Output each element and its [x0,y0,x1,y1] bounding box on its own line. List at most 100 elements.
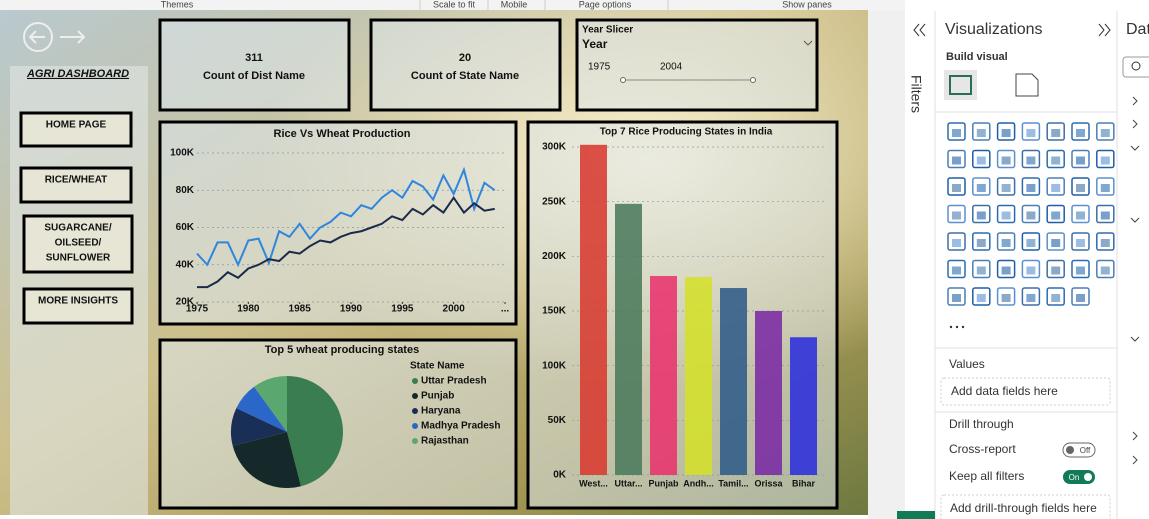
visual-icon[interactable] [972,287,991,306]
nav-button[interactable] [22,214,134,274]
visual-icon-fill [1001,184,1011,192]
slicer-end[interactable]: 2004 [660,62,683,73]
nav-button[interactable] [22,287,134,325]
visual-icon[interactable] [972,232,991,251]
x-tick-label: 1985 [289,304,312,315]
visual-icon[interactable] [1021,177,1041,196]
filters-pane-label[interactable]: Filters [908,75,924,113]
pie-slice [231,408,287,446]
more-visuals[interactable] [955,325,959,329]
visual-icon[interactable] [1046,177,1065,196]
visual-icon[interactable] [947,259,966,279]
build-visual-tab[interactable] [944,70,977,100]
more-visuals[interactable] [949,325,953,329]
visual-icon[interactable] [1071,177,1090,196]
field-well[interactable] [940,494,1111,519]
format-tab[interactable] [1015,73,1039,97]
visual-icon[interactable] [1046,232,1065,251]
visual-icon[interactable] [996,232,1016,251]
canvas-margin [868,11,905,519]
visual-icon[interactable] [996,287,1016,306]
line-series [196,166,496,268]
visual-icon-fill [1100,239,1110,247]
y-tick-label: 300K [542,142,567,153]
visual-icon[interactable] [972,177,991,196]
visual-icon[interactable] [1021,149,1041,169]
field-well[interactable] [940,377,1111,406]
visual-icon[interactable] [1096,177,1115,196]
visual-icon[interactable] [947,287,966,306]
visual-icon[interactable] [1046,259,1065,279]
visual-icon[interactable] [947,232,966,251]
option-label: Cross-report [949,442,1016,456]
visual-icon[interactable] [947,177,966,196]
visual-icon[interactable] [996,122,1016,141]
visual-icon[interactable] [1046,149,1065,169]
visual-icon[interactable] [972,122,991,141]
visual-icon[interactable] [1046,122,1065,141]
x-tick-label: 2000 [443,304,466,315]
visual-icon[interactable] [1021,122,1041,141]
slider-handle[interactable] [750,77,756,83]
visual-icon-fill [1001,129,1011,137]
visual-icon[interactable] [996,149,1016,169]
ribbon-label: Themes [161,0,194,9]
visual-icon[interactable] [1071,149,1090,169]
legend-marker [412,423,418,429]
visual-icon[interactable] [996,259,1016,279]
slider-handle[interactable] [620,77,626,83]
y-tick-label: 20K [176,297,195,308]
visual-icon-fill [1076,211,1085,220]
visual-icon[interactable] [1046,204,1065,224]
nav-button[interactable] [19,166,133,204]
pane-subtitle: Build visual [946,51,1008,63]
visual-icon[interactable] [972,204,991,224]
visual-icon[interactable] [1071,204,1090,224]
visual-icon[interactable] [1096,259,1115,279]
visual-icon[interactable] [1021,259,1041,279]
visual-icon[interactable] [972,149,991,169]
y-tick-label: 100K [170,148,195,159]
visual-icon[interactable] [996,204,1016,224]
back-button[interactable] [23,22,53,52]
visual-icon[interactable] [1096,232,1115,251]
legend-label: Rajasthan [421,436,469,447]
visual-icon[interactable] [972,259,991,279]
well-placeholder: Add drill-through fields here [950,501,1097,515]
visual-icon[interactable] [1096,122,1115,141]
slicer-chevron[interactable] [803,40,813,46]
visual-icon-fill [952,239,961,247]
x-tick-label: Orissa [754,478,783,488]
visual-icon[interactable] [1096,149,1115,169]
visual-icon-fill [1026,129,1036,137]
visual-icon-fill [1076,184,1085,192]
visual-icon[interactable] [1096,204,1115,224]
tree-chevrons[interactable] [1130,96,1140,465]
x-tick-label: Bihar [792,478,816,488]
card [369,18,562,112]
slicer-start[interactable]: 1975 [588,62,611,73]
visual-icon[interactable] [1046,287,1065,306]
chart-frame [158,120,518,326]
visual-icon[interactable] [947,122,966,141]
visual-icon[interactable] [996,177,1016,196]
visual-icon[interactable] [1071,122,1090,141]
visual-icon[interactable] [1021,232,1041,251]
visual-icon[interactable] [1071,259,1090,279]
legend-label: Haryana [421,406,461,417]
nav-button-label: HOME PAGE [46,120,107,131]
collapse-icons[interactable] [913,23,1111,37]
visual-icon-fill [1026,239,1036,247]
y-tick-label: 100K [542,360,567,371]
slicer[interactable] [575,18,819,112]
search-box[interactable] [1122,56,1149,78]
visual-icon[interactable] [947,149,966,169]
visual-icon[interactable] [1021,204,1041,224]
visual-icon[interactable] [1021,287,1041,306]
visual-icon[interactable] [947,204,966,224]
more-visuals[interactable] [961,325,965,329]
y-tick-label: 60K [176,222,195,233]
nav-button[interactable] [19,111,133,148]
visual-icon[interactable] [1071,287,1090,306]
visual-icon[interactable] [1071,232,1090,251]
